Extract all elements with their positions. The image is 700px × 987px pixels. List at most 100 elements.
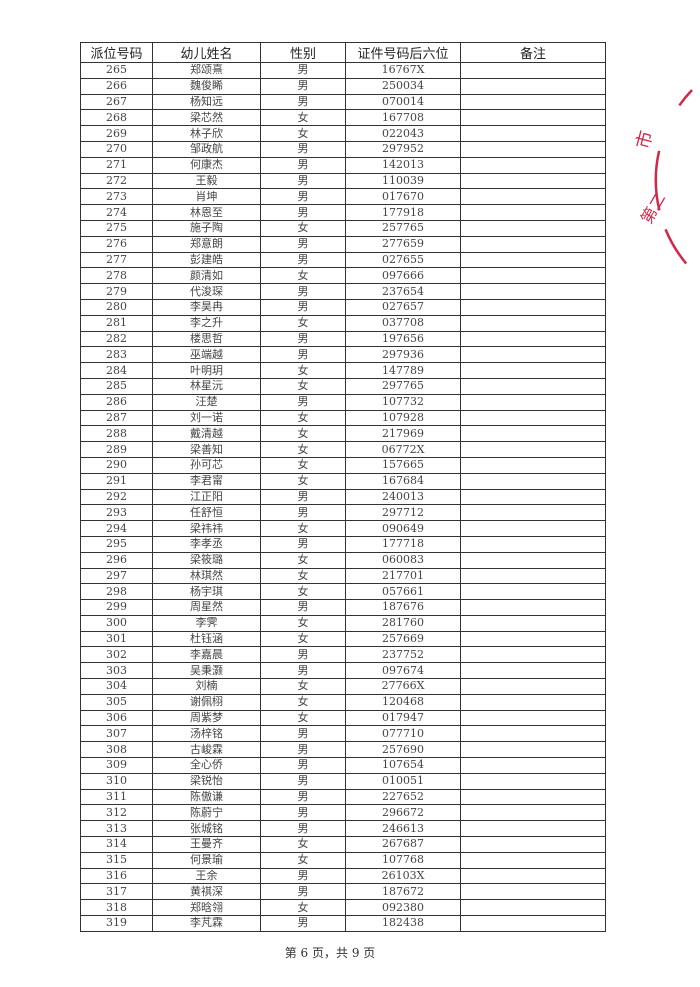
- lottery-number-cell: 265: [80, 62, 153, 79]
- lottery-number-cell: 269: [80, 125, 153, 142]
- gender-cell: 男: [260, 188, 346, 206]
- id-last-six-cell: 237752: [345, 646, 461, 664]
- id-last-six-cell: 27766X: [345, 678, 461, 695]
- child-name-cell: 叶明玥: [152, 362, 261, 379]
- gender-cell: 男: [260, 772, 346, 790]
- gender-cell: 女: [260, 362, 346, 379]
- gender-cell: 女: [260, 219, 346, 237]
- remarks-cell: [460, 425, 606, 443]
- remarks-cell: [460, 804, 606, 822]
- id-last-six-cell: 092380: [345, 899, 461, 917]
- lottery-number-cell: 312: [80, 804, 153, 822]
- lottery-number-cell: 283: [80, 346, 153, 364]
- table-row: 274 林恩至男 177918: [80, 204, 606, 221]
- remarks-cell: [460, 820, 606, 838]
- gender-cell: 男: [260, 867, 346, 885]
- child-name-cell: 黄祺深: [152, 883, 261, 901]
- table-row: 271 何康杰男 142013: [80, 156, 606, 174]
- gender-cell: 女: [260, 583, 346, 601]
- gender-cell: 女: [260, 899, 346, 917]
- table-row: 272 王毅男 110039: [80, 172, 606, 190]
- table-header-row: 派位号码 幼儿姓名 性别 证件号码后六位 备注: [80, 42, 606, 63]
- child-name-cell: 李昊冉: [152, 298, 261, 316]
- gender-cell: 女: [260, 520, 346, 537]
- gender-cell: 男: [260, 393, 346, 411]
- table-row: 317 黄祺深男 187672: [80, 883, 606, 901]
- table-row: 301 杜钰涵女 257669: [80, 630, 606, 648]
- child-name-cell: 王余: [152, 867, 261, 885]
- gender-cell: 男: [260, 140, 346, 158]
- gender-cell: 女: [260, 441, 346, 458]
- remarks-cell: [460, 535, 606, 553]
- table-row: 273 肖坤男 017670: [80, 188, 606, 206]
- lottery-number-cell: 311: [80, 788, 153, 806]
- child-name-cell: 林星沅: [152, 377, 261, 395]
- lottery-number-cell: 286: [80, 393, 153, 411]
- child-name-cell: 杨知远: [152, 93, 261, 111]
- table-row: 292 江正阳男 240013: [80, 488, 606, 506]
- lottery-number-cell: 276: [80, 235, 153, 253]
- id-last-six-cell: 107654: [345, 757, 461, 774]
- remarks-cell: [460, 520, 606, 537]
- child-name-cell: 陈蔚宁: [152, 804, 261, 822]
- table-row: 294 梁祎祎女 090649: [80, 520, 606, 537]
- table-row: 284 叶明玥女 147789: [80, 362, 606, 379]
- id-last-six-cell: 037708: [345, 314, 461, 332]
- allocation-table: 派位号码 幼儿姓名 性别 证件号码后六位 备注 265 郑颂熹男 16767X 266…: [80, 42, 606, 932]
- lottery-number-cell: 304: [80, 678, 153, 695]
- child-name-cell: 郑颂熹: [152, 62, 261, 79]
- gender-cell: 男: [260, 204, 346, 221]
- child-name-cell: 全心侨: [152, 757, 261, 774]
- lottery-number-cell: 288: [80, 425, 153, 443]
- id-last-six-cell: 237654: [345, 283, 461, 300]
- table-row: 267 杨知远男 070014: [80, 93, 606, 111]
- child-name-cell: 李芃霖: [152, 915, 261, 932]
- lottery-number-cell: 299: [80, 599, 153, 616]
- lottery-number-cell: 305: [80, 693, 153, 711]
- gender-cell: 女: [260, 425, 346, 443]
- lottery-number-cell: 272: [80, 172, 153, 190]
- header-lottery-number: 派位号码: [80, 42, 153, 63]
- id-last-six-cell: 257669: [345, 630, 461, 648]
- lottery-number-cell: 293: [80, 504, 153, 522]
- id-last-six-cell: 297765: [345, 377, 461, 395]
- id-last-six-cell: 120468: [345, 693, 461, 711]
- child-name-cell: 杨宇琪: [152, 583, 261, 601]
- child-name-cell: 周星然: [152, 599, 261, 616]
- lottery-number-cell: 317: [80, 883, 153, 901]
- remarks-cell: [460, 915, 606, 932]
- id-last-six-cell: 090649: [345, 520, 461, 537]
- remarks-cell: [460, 599, 606, 616]
- id-last-six-cell: 097666: [345, 267, 461, 285]
- id-last-six-cell: 277659: [345, 235, 461, 253]
- gender-cell: 男: [260, 62, 346, 79]
- child-name-cell: 戴清越: [152, 425, 261, 443]
- table-row: 307 汤梓铭男 077710: [80, 725, 606, 743]
- lottery-number-cell: 268: [80, 109, 153, 127]
- gender-cell: 男: [260, 93, 346, 111]
- id-last-six-cell: 197656: [345, 330, 461, 348]
- table-row: 281 李之升女 037708: [80, 314, 606, 332]
- child-name-cell: 李嘉晨: [152, 646, 261, 664]
- lottery-number-cell: 274: [80, 204, 153, 221]
- gender-cell: 女: [260, 267, 346, 285]
- id-last-six-cell: 281760: [345, 614, 461, 632]
- gender-cell: 男: [260, 283, 346, 300]
- remarks-cell: [460, 583, 606, 601]
- child-name-cell: 杜钰涵: [152, 630, 261, 648]
- child-name-cell: 李霁: [152, 614, 261, 632]
- remarks-cell: [460, 156, 606, 174]
- remarks-cell: [460, 393, 606, 411]
- child-name-cell: 邹政航: [152, 140, 261, 158]
- gender-cell: 男: [260, 235, 346, 253]
- page-footer: 第 6 页，共 9 页: [284, 946, 376, 960]
- table-row: 315 何景瑜女 107768: [80, 851, 606, 869]
- child-name-cell: 代浚琛: [152, 283, 261, 300]
- id-last-six-cell: 257690: [345, 741, 461, 759]
- gender-cell: 男: [260, 172, 346, 190]
- lottery-number-cell: 277: [80, 251, 153, 269]
- child-name-cell: 汪楚: [152, 393, 261, 411]
- remarks-cell: [460, 330, 606, 348]
- remarks-cell: [460, 409, 606, 427]
- table-row: 278 颜清如女 097666: [80, 267, 606, 285]
